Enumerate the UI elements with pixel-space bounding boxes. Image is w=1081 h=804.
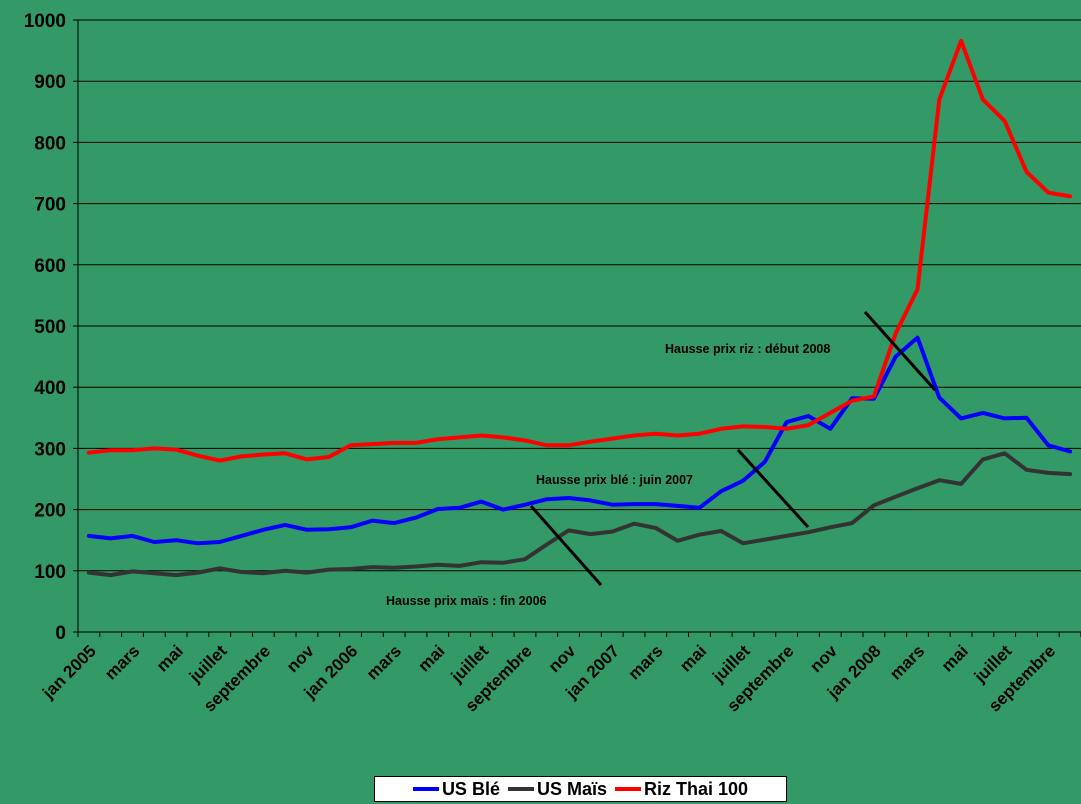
legend-swatch-blue: [412, 787, 439, 791]
legend-item-riz-thai: Riz Thai 100: [615, 779, 748, 800]
annotation-pointer: [529, 505, 603, 586]
y-tick-label: 500: [34, 317, 66, 338]
annotation-pointer: [863, 310, 937, 392]
annotation-label: Hausse prix riz : début 2008: [665, 342, 830, 356]
legend-label-us-mais: US Maïs: [536, 778, 607, 799]
legend-label-riz-thai: Riz Thai 100: [644, 778, 749, 799]
x-tick-label: mai: [938, 641, 972, 675]
gridlines: [78, 19, 1081, 572]
x-tick-label: nov: [283, 641, 318, 676]
series-line-0: [86, 335, 1073, 546]
y-tick-label: 200: [34, 501, 66, 522]
annotation-pointer: [736, 448, 810, 529]
legend-item-us-mais: US Maïs: [507, 778, 607, 800]
y-tick-label: 100: [34, 562, 66, 583]
legend-label-us-ble: US Blé: [441, 778, 500, 799]
legend: US Blé US Maïs Riz Thai 100: [374, 776, 787, 802]
x-tick-label: mars: [886, 641, 928, 683]
x-tick-label: jan 2005: [38, 641, 100, 703]
y-tick-label: 800: [34, 133, 66, 154]
legend-swatch-dark: [507, 787, 534, 791]
x-tick-label: nov: [545, 641, 580, 676]
x-tick-label: mai: [153, 641, 187, 675]
y-tick-label: 900: [34, 72, 66, 93]
y-tick-label: 300: [34, 439, 66, 460]
y-tick-label: 600: [34, 256, 66, 277]
x-tick-label: mars: [363, 641, 405, 683]
y-tick-label: 400: [34, 378, 66, 399]
y-tick-label: 0: [55, 623, 66, 644]
annotation-label: Hausse prix maïs : fin 2006: [386, 594, 547, 608]
y-tick-label: 700: [34, 195, 66, 216]
series-line-2: [86, 38, 1073, 463]
annotations: Hausse prix riz : début 2008 Hausse prix …: [386, 310, 937, 608]
x-tick-label: mai: [414, 641, 448, 675]
x-tick-label: mars: [101, 641, 143, 683]
x-tick-label: nov: [806, 641, 841, 676]
x-tick-label: mars: [624, 641, 666, 683]
y-tick-label: 1000: [24, 11, 66, 32]
series-line-1: [86, 451, 1073, 578]
legend-swatch-red: [615, 787, 641, 791]
x-tick-label: mai: [676, 641, 710, 675]
series-lines: [86, 38, 1073, 578]
y-axis: 0 100 200 300 400 500 600 700 800 900 1000: [24, 11, 79, 644]
annotation-label: Hausse prix blé : juin 2007: [536, 473, 693, 487]
legend-item-us-ble: US Blé: [412, 778, 500, 800]
